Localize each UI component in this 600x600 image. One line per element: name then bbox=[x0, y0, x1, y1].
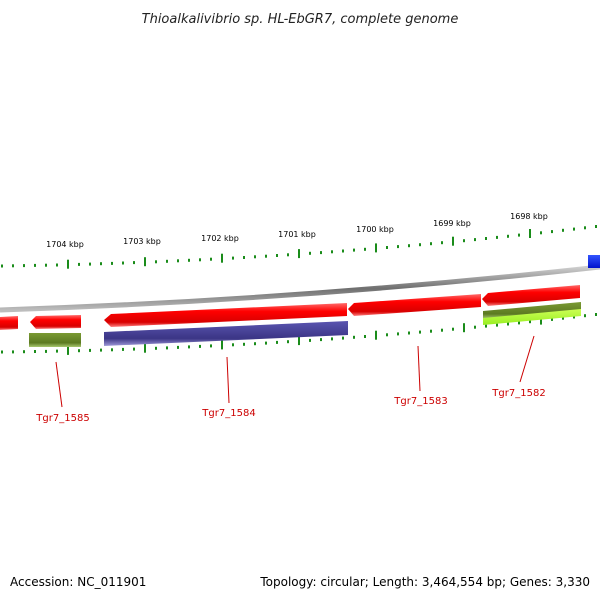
genome-backbone bbox=[0, 264, 600, 313]
scale-labels: 1704 kbp 1703 kbp 1702 kbp 1701 kbp 1700… bbox=[46, 212, 548, 249]
scale-label-1699: 1699 kbp bbox=[433, 219, 471, 228]
lime-feature-right[interactable] bbox=[483, 309, 581, 325]
gene-arrow-tgr7-1584[interactable] bbox=[104, 303, 347, 327]
olive-feature-left[interactable] bbox=[29, 333, 81, 347]
map-title: Thioalkalivibrio sp. HL-EbGR7, complete … bbox=[142, 12, 459, 27]
leader-line-tgr7-1585 bbox=[55, 361, 63, 408]
scale-label-1704: 1704 kbp bbox=[46, 240, 84, 249]
olive-feature-right[interactable] bbox=[483, 302, 581, 319]
scale-label-1700: 1700 kbp bbox=[356, 225, 394, 234]
inner-tick-row bbox=[1, 313, 597, 355]
scale-label-1702: 1702 kbp bbox=[201, 234, 239, 243]
genome-summary-text: Topology: circular; Length: 3,464,554 bp… bbox=[260, 575, 590, 589]
gene-label-tgr7-1583[interactable]: Tgr7_1583 bbox=[393, 396, 447, 407]
leader-line-tgr7-1582 bbox=[519, 335, 535, 383]
gene-arrow-tgr7-1585[interactable] bbox=[30, 315, 81, 329]
cds-row bbox=[0, 285, 580, 330]
gene-arrow-tgr7-1583[interactable] bbox=[348, 294, 481, 316]
blue-feature[interactable] bbox=[588, 255, 600, 268]
scale-label-1698: 1698 kbp bbox=[510, 212, 548, 221]
accession-text: Accession: NC_011901 bbox=[10, 575, 147, 589]
gene-label-tgr7-1584[interactable]: Tgr7_1584 bbox=[201, 408, 255, 419]
purple-feature[interactable] bbox=[104, 321, 348, 346]
leader-line-tgr7-1584 bbox=[226, 356, 230, 404]
scale-label-1701: 1701 kbp bbox=[278, 230, 316, 239]
gene-label-tgr7-1585[interactable]: Tgr7_1585 bbox=[35, 413, 89, 424]
gene-label-tgr7-1582[interactable]: Tgr7_1582 bbox=[491, 388, 545, 399]
gene-arrow-tgr7-1582[interactable] bbox=[482, 285, 580, 306]
scale-label-1703: 1703 kbp bbox=[123, 237, 161, 246]
gene-arrow-left-edge[interactable] bbox=[0, 316, 18, 330]
outer-tick-row bbox=[1, 225, 597, 269]
leader-line-tgr7-1583 bbox=[417, 345, 421, 392]
